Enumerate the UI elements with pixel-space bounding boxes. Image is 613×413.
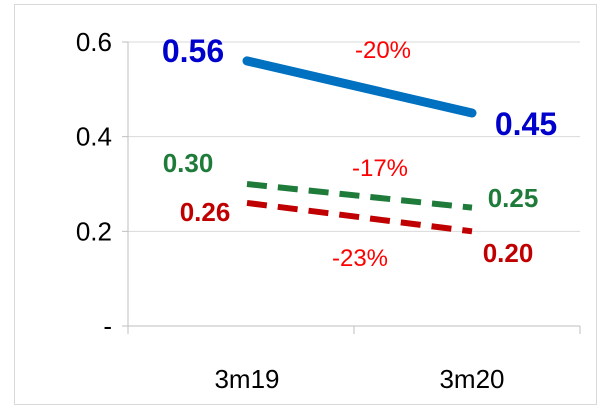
- x-tick-label: 3m19: [214, 364, 279, 394]
- y-tick-label: 0.6: [76, 27, 112, 57]
- y-tick-label: 0.2: [76, 216, 112, 246]
- change-percent-label: -20%: [355, 37, 411, 64]
- series-line: [242, 56, 477, 118]
- data-label: 0.30: [163, 148, 214, 178]
- series-line: [246, 181, 473, 211]
- data-label: 0.25: [488, 183, 539, 213]
- x-tick-label: 3m20: [439, 364, 504, 394]
- change-percent-label: -17%: [352, 155, 408, 182]
- data-label: 0.56: [162, 33, 224, 69]
- data-label: 0.26: [180, 197, 231, 227]
- data-label: 0.20: [483, 238, 534, 268]
- y-tick-label: -: [103, 311, 112, 341]
- series-line: [246, 199, 473, 235]
- y-tick-label: 0.4: [76, 122, 112, 152]
- change-percent-label: -23%: [332, 245, 388, 272]
- data-label: 0.45: [495, 106, 557, 142]
